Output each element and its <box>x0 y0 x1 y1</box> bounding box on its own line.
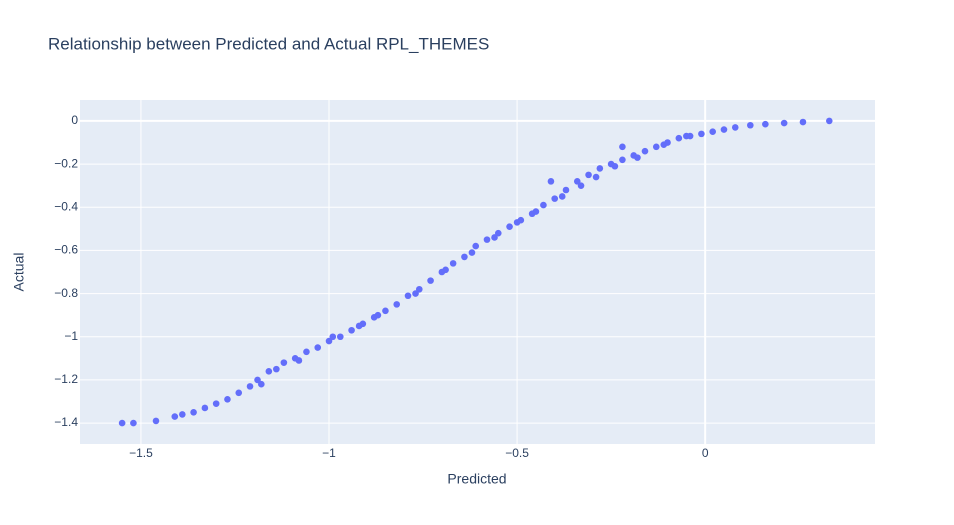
point <box>442 266 449 274</box>
point <box>179 411 186 418</box>
point <box>634 154 641 161</box>
y-tick-label: −0.6 <box>54 243 78 257</box>
point <box>280 359 288 366</box>
point <box>329 333 337 341</box>
point <box>652 143 660 151</box>
point <box>258 380 265 388</box>
point <box>698 130 705 138</box>
y-tick-label: −1 <box>64 329 78 343</box>
point <box>675 134 683 142</box>
point <box>224 396 231 403</box>
point <box>780 119 788 127</box>
point <box>762 120 769 128</box>
point <box>265 367 273 375</box>
point <box>585 171 592 179</box>
point <box>592 173 600 181</box>
point <box>374 311 382 319</box>
point <box>483 236 491 243</box>
y-tick-label: −0.2 <box>54 156 78 170</box>
point <box>551 195 559 202</box>
point <box>491 234 498 241</box>
point <box>472 242 480 250</box>
point <box>273 365 280 373</box>
point <box>171 413 179 420</box>
point <box>295 357 303 364</box>
point <box>152 417 160 425</box>
point <box>619 156 626 164</box>
y-tick-label: −1.2 <box>54 372 78 386</box>
x-tick-label: −1.5 <box>129 446 153 460</box>
point <box>468 249 476 256</box>
point <box>461 253 468 261</box>
point <box>415 285 423 293</box>
y-tick-label: −0.4 <box>54 199 78 213</box>
x-axis-title: Predicted <box>447 471 506 487</box>
point <box>683 132 690 140</box>
y-tick-label: −0.8 <box>54 286 78 300</box>
point <box>547 178 555 185</box>
point <box>336 333 344 341</box>
point <box>596 165 604 172</box>
point <box>325 337 333 345</box>
point <box>709 128 716 136</box>
point <box>348 326 355 334</box>
point <box>201 404 209 412</box>
point <box>731 124 739 131</box>
point <box>404 292 412 300</box>
point <box>130 419 137 427</box>
point <box>513 219 521 226</box>
y-tick-label: 0 <box>71 113 78 127</box>
point <box>747 121 754 129</box>
point <box>558 193 566 200</box>
point <box>825 117 833 125</box>
point <box>212 400 220 407</box>
point <box>449 260 457 267</box>
point <box>573 178 581 185</box>
point <box>799 118 807 126</box>
point <box>382 307 389 315</box>
x-tick-label: −0.5 <box>505 446 529 460</box>
point <box>393 301 401 308</box>
point <box>720 126 728 133</box>
point <box>577 182 585 189</box>
point <box>246 383 254 390</box>
point <box>355 322 363 330</box>
point <box>532 208 540 215</box>
y-tick-label: −1.4 <box>54 415 78 429</box>
point <box>314 344 322 351</box>
point <box>190 408 197 416</box>
point <box>303 348 310 356</box>
y-axis-title: Actual <box>11 253 27 292</box>
point <box>254 376 261 384</box>
x-tick-label: 0 <box>702 446 709 460</box>
point <box>611 162 619 170</box>
point <box>540 201 547 209</box>
point <box>660 141 668 148</box>
x-tick-label: −1 <box>322 446 336 460</box>
chart-title: Relationship between Predicted and Actua… <box>48 34 489 53</box>
point <box>235 389 243 397</box>
point <box>506 223 513 230</box>
plot-area <box>80 100 875 444</box>
point <box>562 186 570 194</box>
point <box>412 290 419 297</box>
point <box>118 419 126 427</box>
point <box>641 147 649 155</box>
point <box>619 143 626 151</box>
point <box>427 277 434 284</box>
point <box>494 229 502 237</box>
